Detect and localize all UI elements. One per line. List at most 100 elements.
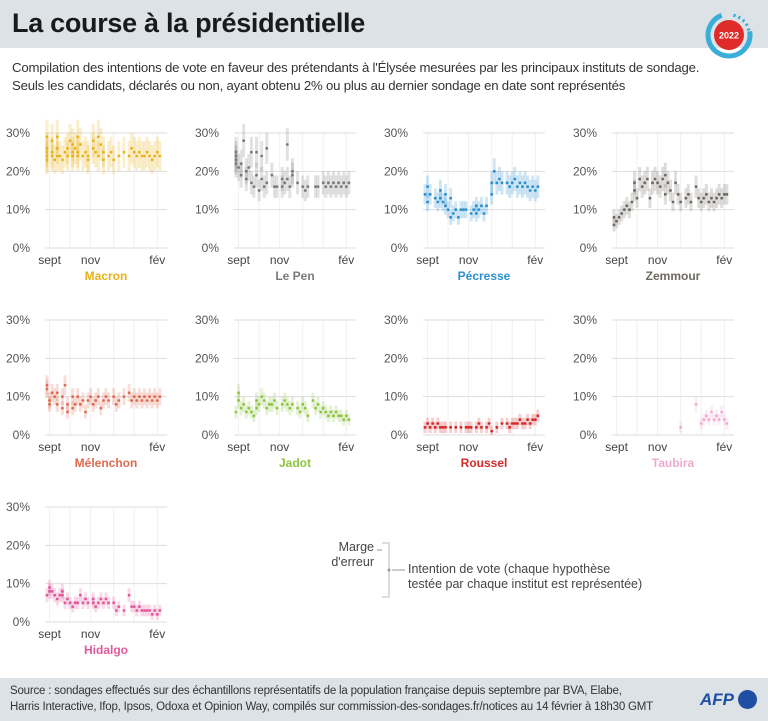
poll-point — [60, 406, 64, 410]
x-tick-label: sept — [416, 440, 439, 454]
candidate-name: Pécresse — [458, 269, 511, 283]
poll-point — [242, 402, 246, 406]
poll-point — [490, 181, 494, 185]
poll-point — [633, 189, 636, 192]
y-tick-label: 10% — [195, 390, 219, 404]
subtitle: Compilation des intentions de vote en fa… — [12, 59, 699, 95]
poll-point — [247, 406, 251, 410]
poll-point — [84, 410, 87, 414]
poll-point — [132, 395, 136, 399]
poll-point — [55, 391, 59, 395]
poll-point — [640, 185, 644, 189]
poll-point — [99, 597, 103, 601]
poll-point — [702, 196, 706, 200]
poll-point — [337, 414, 341, 418]
poll-point — [242, 139, 246, 143]
poll-point — [303, 189, 307, 192]
poll-point — [474, 204, 478, 208]
y-tick-label: 20% — [6, 538, 30, 552]
poll-point — [423, 192, 427, 196]
poll-point — [76, 601, 80, 605]
poll-point — [58, 593, 62, 597]
source-line-1: Source : sondages effectués sur des écha… — [10, 685, 622, 697]
panel-zemmour: 0% 10% 20% 30% sept nov fév Zemmour — [567, 118, 757, 298]
poll-point — [48, 402, 51, 406]
poll-point — [145, 399, 149, 402]
poll-point — [135, 154, 139, 158]
y-tick-label: 10% — [573, 390, 597, 404]
poll-point — [71, 605, 75, 609]
poll-point — [260, 154, 264, 158]
y-tick-label: 30% — [573, 313, 597, 327]
poll-point — [316, 185, 320, 189]
x-tick-label: fév — [716, 253, 732, 267]
panel-chart: 0% 10% 20% 30% sept nov fév Taubira — [573, 313, 734, 470]
poll-point — [135, 609, 139, 612]
poll-point — [510, 422, 514, 425]
x-tick-label: nov — [648, 440, 667, 454]
poll-point — [53, 593, 57, 597]
poll-point — [127, 593, 131, 597]
poll-point — [91, 601, 95, 605]
poll-point — [265, 146, 269, 150]
poll-point — [431, 422, 435, 425]
poll-point — [536, 414, 540, 418]
x-tick-label: fév — [716, 440, 732, 454]
poll-point — [143, 154, 146, 158]
poll-point — [321, 406, 325, 410]
poll-point — [528, 422, 532, 425]
legend-margin-line-2: d'erreur — [331, 555, 374, 569]
poll-point — [454, 208, 458, 212]
poll-point — [441, 425, 445, 429]
poll-point — [712, 418, 716, 422]
poll-point — [285, 177, 289, 181]
poll-point — [306, 414, 310, 418]
y-tick-label: 10% — [6, 390, 30, 404]
poll-point — [658, 185, 662, 189]
poll-point — [656, 181, 660, 185]
poll-point — [428, 192, 432, 196]
poll-point — [497, 177, 501, 181]
poll-point — [63, 150, 67, 154]
poll-point — [260, 395, 264, 399]
poll-point — [158, 154, 162, 158]
poll-point — [426, 185, 429, 189]
poll-point — [337, 181, 341, 185]
poll-point — [480, 204, 483, 208]
poll-point — [107, 399, 110, 402]
panel-chart: 0% 10% 20% 30% sept nov fév Mélenchon — [6, 313, 167, 470]
panel-melenchon: 0% 10% 20% 30% sept nov fév Mélenchon — [0, 305, 190, 485]
x-tick-label: nov — [81, 253, 100, 267]
x-tick-label: fév — [527, 253, 543, 267]
candidate-name: Jadot — [279, 456, 311, 470]
poll-point — [301, 402, 305, 406]
poll-point — [459, 425, 463, 429]
candidate-name: Roussel — [461, 456, 508, 470]
poll-point — [265, 181, 269, 185]
poll-point — [704, 192, 708, 196]
poll-point — [153, 395, 157, 399]
poll-point — [50, 154, 54, 158]
poll-point — [329, 410, 333, 414]
poll-point — [707, 200, 711, 204]
poll-point — [249, 181, 253, 185]
poll-point — [661, 177, 665, 181]
poll-point — [244, 410, 248, 414]
poll-point — [663, 192, 667, 196]
poll-point — [638, 177, 642, 181]
legend-error-bar-icon — [377, 542, 405, 598]
y-tick-label: 20% — [384, 164, 408, 178]
y-tick-label: 10% — [384, 390, 408, 404]
poll-point — [96, 135, 100, 139]
poll-point — [612, 223, 616, 227]
poll-point — [117, 399, 121, 402]
poll-point — [531, 185, 535, 189]
legend: Marge d'erreur Intention de vote (chaque… — [320, 540, 660, 600]
y-tick-label: 30% — [195, 126, 219, 140]
poll-point — [155, 150, 159, 154]
poll-point — [71, 406, 75, 410]
poll-point — [669, 189, 672, 192]
poll-point — [91, 597, 95, 601]
poll-point — [244, 169, 248, 173]
poll-point — [45, 383, 49, 387]
